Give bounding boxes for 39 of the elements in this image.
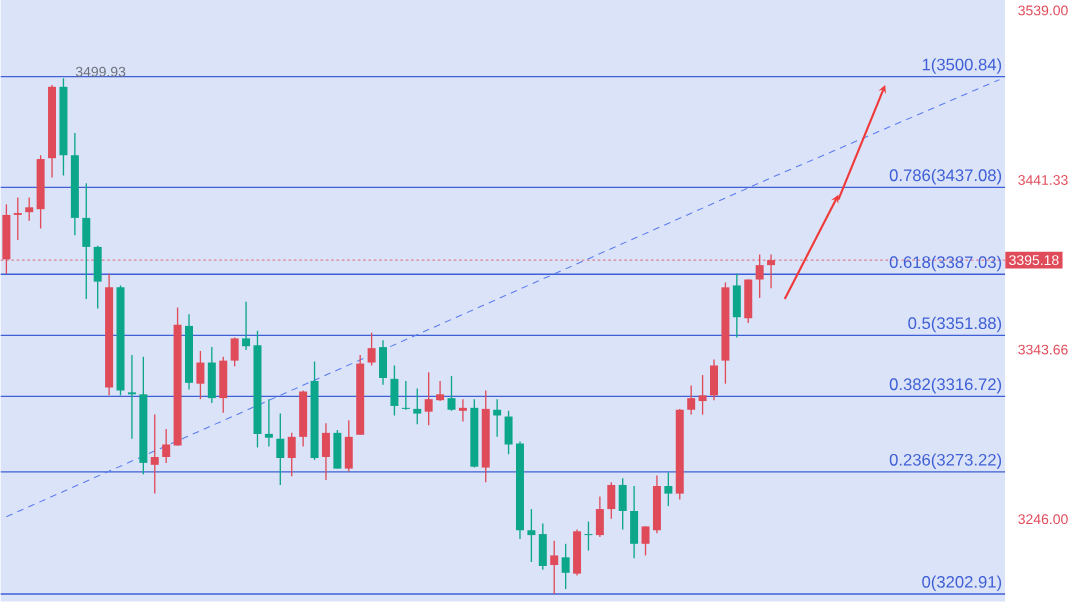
candlestick [162,428,171,464]
ref-line-label: 0.618(3387.03) [889,255,1002,272]
candlestick [584,521,593,552]
candlestick [196,350,205,400]
y-tick-label: 3441.33 [1018,175,1068,186]
y-tick-label: 3246.00 [1018,514,1068,525]
ref-line-label: 0(3202.91) [922,575,1002,592]
y-tick-label: 3539.00 [1018,5,1068,16]
candlestick [413,388,422,425]
candlestick [641,525,650,557]
candlestick [436,380,445,402]
ref-line-label: 1(3500.84) [922,58,1002,74]
candlestick [13,197,22,241]
candlestick [664,471,673,507]
candlestick [242,301,251,351]
candlestick [698,374,707,416]
candlestick [687,385,696,416]
candlestick [561,543,570,590]
candlestick [527,508,536,563]
y-tick-label: 3343.66 [1018,344,1068,355]
candlestick [230,336,239,368]
annotation: 3499.93 [75,66,126,77]
ref-line-label: 0.786(3437.08) [889,169,1002,185]
candlestick [287,432,296,478]
candlestick [264,398,273,448]
candlestick [276,413,285,486]
ref-line-label: 0.382(3316.72) [889,378,1002,394]
candlestick [458,398,467,423]
candlestick [367,332,376,367]
candlestick [25,197,34,222]
ref-line-label: 0.5(3351.88) [908,316,1002,333]
candlestick [550,540,559,595]
candlestick [150,414,159,495]
candlestick [401,380,410,411]
candlestick [447,375,456,412]
ref-line-label: 3395.18 [1009,255,1059,266]
candlestick [424,371,433,426]
ref-line-label: 0.236(3273.22) [889,453,1002,470]
candlestick [127,354,136,440]
